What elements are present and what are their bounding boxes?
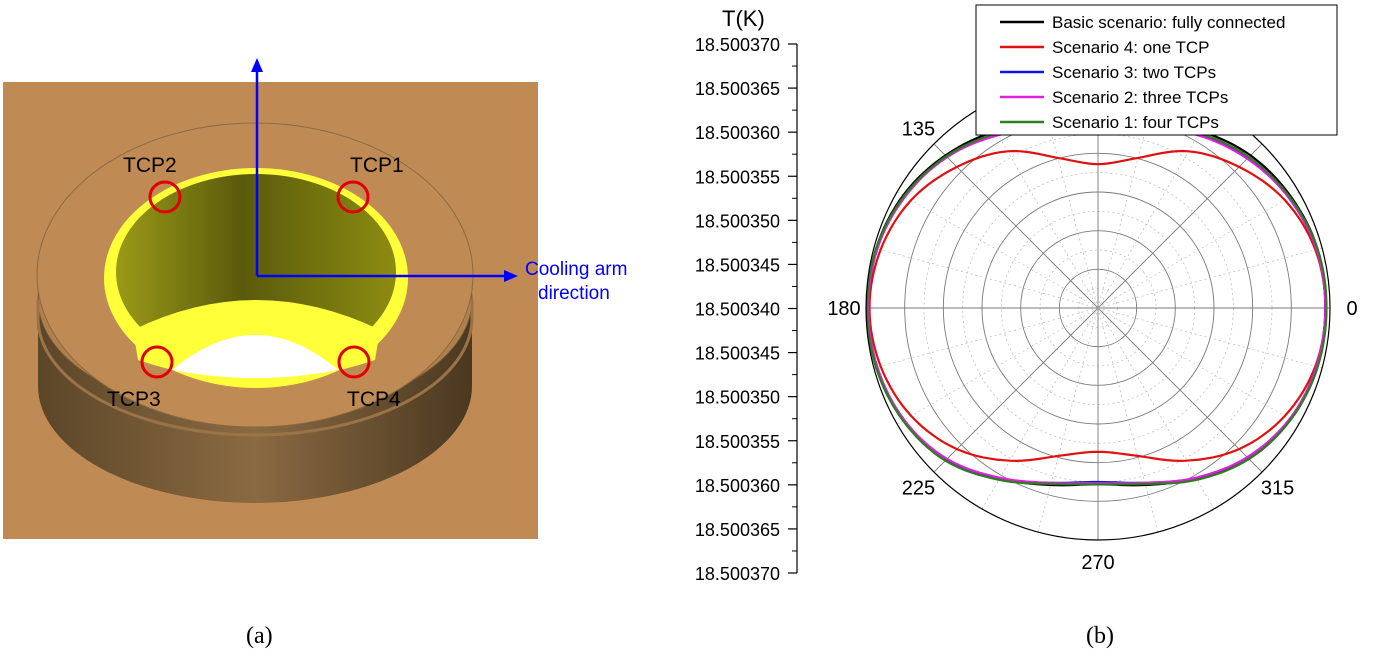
- angle-tick-label: 270: [1081, 552, 1114, 574]
- cooling-label-line1: Cooling arm: [525, 259, 627, 280]
- bore-hole: [172, 335, 338, 378]
- cooling-label-line2: direction: [538, 283, 610, 304]
- caption-b: (b): [1086, 623, 1114, 649]
- radial-tick-label: 18.500370: [695, 35, 780, 55]
- tcp3-label: TCP3: [107, 388, 161, 411]
- radial-tick-label: 18.500345: [695, 344, 780, 364]
- grid-spoke: [873, 247, 1099, 309]
- grid-spoke: [873, 307, 1099, 369]
- grid-spoke: [1097, 307, 1159, 533]
- radial-axis-ticks: 18.500370 18.500365 18.500360 18.500355 18.5…: [695, 35, 797, 584]
- grid-spoke: [896, 307, 1099, 425]
- tcp4-label: TCP4: [347, 388, 401, 411]
- legend-label: Scenario 2: three TCPs: [1052, 88, 1228, 107]
- y-axis-title: T(K): [722, 6, 765, 31]
- angle-tick-label: 225: [902, 478, 935, 500]
- grid-spoke: [1097, 307, 1215, 510]
- radial-tick-label: 18.500340: [695, 300, 780, 320]
- radial-tick-label: 18.500350: [695, 388, 780, 408]
- angle-tick-label: 315: [1261, 478, 1294, 500]
- grid-spoke: [1097, 307, 1300, 425]
- legend: Basic scenario: fully connected Scenario …: [975, 4, 1338, 136]
- panel-a: TCP1 TCP2 TCP3 TCP4 Cooling arm directio…: [3, 58, 627, 649]
- radial-tick-label: 18.500365: [695, 79, 780, 99]
- polar-series: [866, 123, 1328, 487]
- radial-tick-label: 18.500370: [695, 564, 780, 584]
- tcp1-label: TCP1: [350, 154, 404, 177]
- tcp4-marker: [337, 345, 371, 379]
- grid-spoke: [933, 307, 1099, 473]
- polar-grid: [866, 76, 1330, 540]
- series-line: [867, 127, 1327, 485]
- grid-spoke: [981, 307, 1099, 510]
- grid-spoke: [1097, 307, 1263, 473]
- grid-spoke: [1097, 307, 1323, 369]
- grid-spoke: [1097, 247, 1323, 309]
- radial-tick-label: 18.500355: [695, 432, 780, 452]
- legend-box: [975, 4, 1338, 136]
- grid-spoke: [1097, 143, 1263, 309]
- tcp1-marker: [336, 180, 370, 214]
- grid-spoke: [981, 106, 1099, 309]
- series-line: [868, 149, 1327, 463]
- tcp3-marker: [140, 345, 174, 379]
- caption-a: (a): [246, 623, 273, 649]
- legend-label: Basic scenario: fully connected: [1052, 13, 1285, 32]
- radial-tick-label: 18.500355: [695, 167, 780, 187]
- legend-label: Scenario 3: two TCPs: [1052, 63, 1216, 82]
- radial-tick-label: 18.500345: [695, 255, 780, 275]
- grid-spoke: [933, 143, 1099, 309]
- legend-label: Scenario 4: one TCP: [1052, 38, 1210, 57]
- series-line: [867, 127, 1327, 485]
- radial-tick-label: 18.500360: [695, 476, 780, 496]
- radial-tick-label: 18.500360: [695, 123, 780, 143]
- angle-tick-label: 180: [827, 298, 860, 320]
- legend-label: Scenario 1: four TCPs: [1052, 113, 1219, 132]
- tcp2-marker: [148, 180, 182, 214]
- radial-tick-label: 18.500365: [695, 520, 780, 540]
- panel-b: 0 135 180 225 270 315 T(K) 18.500370 18.500365…: [695, 4, 1358, 649]
- grid-spoke: [1097, 106, 1215, 309]
- tcp2-label: TCP2: [123, 154, 177, 177]
- angular-tick-labels: 0 135 180 225 270 315: [827, 118, 1357, 574]
- angle-tick-label: 135: [902, 118, 935, 140]
- grid-spoke: [896, 191, 1099, 309]
- angle-tick-label: 0: [1346, 298, 1357, 320]
- grid-spoke: [1037, 83, 1099, 309]
- grid-spoke: [1037, 307, 1099, 533]
- grid-spoke: [1097, 191, 1300, 309]
- grid-spoke: [1097, 83, 1159, 309]
- radial-tick-label: 18.500350: [695, 211, 780, 231]
